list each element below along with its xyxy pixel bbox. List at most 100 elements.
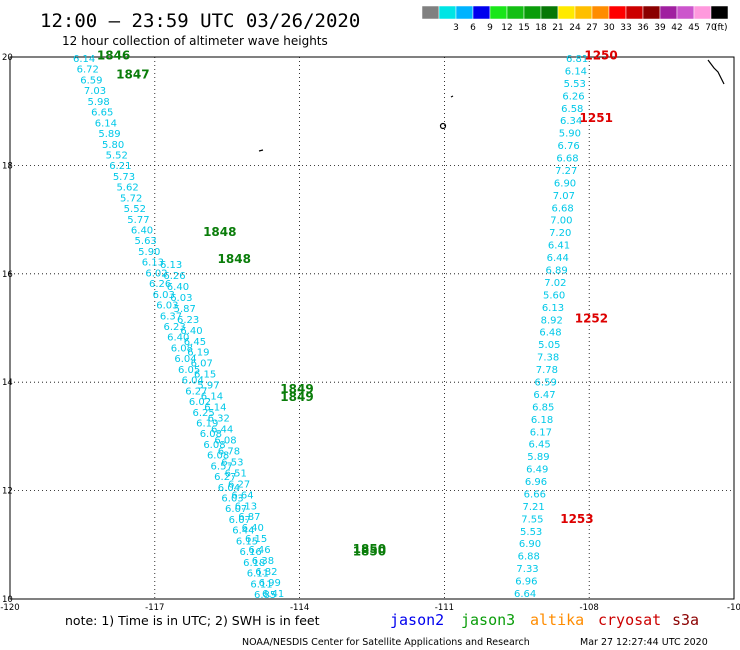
legend-swatch: [591, 5, 610, 20]
pass-time-label: 1849: [280, 390, 313, 404]
swh-value: 6.25: [192, 408, 214, 419]
swh-value: 6.66: [524, 489, 546, 500]
swh-value: 6.14: [95, 118, 117, 129]
swh-value: 6.03: [153, 290, 175, 301]
swh-value: 8.92: [541, 315, 563, 326]
swh-value: 6.88: [518, 552, 540, 563]
lat-tick-label: 10: [2, 595, 13, 605]
swh-value: 6.81: [566, 54, 588, 65]
swh-value: 6.08: [200, 429, 222, 440]
swh-value: 7.27: [555, 166, 577, 177]
swh-value: 6.64: [514, 589, 536, 600]
swh-value: 6.49: [526, 465, 548, 476]
swh-value: 6.05: [178, 365, 200, 376]
swh-value: 6.76: [558, 141, 580, 152]
swh-value: 6.40: [131, 226, 153, 237]
swh-value: 6.40: [180, 326, 202, 337]
swh-value: 5.05: [538, 340, 560, 351]
track-west-a: 6.146.726.597.035.986.656.145.895.805.52…: [73, 54, 276, 601]
swh-value: 6.27: [228, 479, 250, 490]
satellite-name: jason2: [390, 611, 444, 629]
legend-swatch: [625, 5, 644, 20]
swh-value: 6.04: [218, 483, 240, 494]
swh-value: 6.08: [214, 435, 236, 446]
lat-tick-label: 12: [2, 487, 13, 497]
footer-note: note: 1) Time is in UTC; 2) SWH is in fe…: [65, 613, 320, 628]
lon-tick-label: -120: [0, 603, 19, 613]
legend-label: 9: [487, 23, 493, 33]
swh-value: 6.90: [519, 539, 541, 550]
swh-value: 6.27: [214, 472, 236, 483]
legend-label: 15: [518, 23, 529, 33]
swh-value: 6.08: [171, 343, 193, 354]
swh-value: 5.63: [135, 236, 157, 247]
map-frame: [9, 56, 735, 600]
pass-time-label: 1250: [584, 49, 617, 63]
island-socorro: [450, 95, 454, 98]
swh-value: 5.53: [520, 527, 542, 538]
satellite-name: jason3: [461, 611, 515, 629]
swh-value: 6.11: [247, 569, 269, 580]
swh-value: 6.14: [565, 66, 587, 77]
lon-tick-label: -10: [727, 603, 740, 613]
swh-value: 6.15: [194, 370, 216, 381]
pass-time-label: 1252: [575, 312, 608, 326]
lon-tick-label: -108: [580, 603, 599, 613]
legend-label: 70: [705, 23, 717, 33]
swh-value: 7.03: [84, 86, 106, 97]
swh-value: 6.21: [109, 161, 131, 172]
swh-value: 6.57: [211, 461, 233, 472]
swh-value: 5.53: [564, 79, 586, 90]
legend-label: 3: [453, 23, 459, 33]
swh-value: 6.14: [73, 54, 95, 65]
legend-swatch: [659, 5, 678, 20]
swh-value: 5.90: [559, 129, 581, 140]
pass-time-label: 1848: [218, 252, 251, 266]
swh-value: 6.34: [560, 116, 582, 127]
swh-value: 6.26: [149, 279, 171, 290]
swh-value: 6.41: [262, 589, 284, 600]
coastline-fragments: [258, 59, 725, 152]
swh-value: 5.98: [87, 97, 109, 108]
legend-swatch: [693, 5, 712, 20]
coastline-mainland: [707, 59, 725, 85]
swh-value: 7.55: [521, 514, 543, 525]
pass-time-label: 1846: [97, 49, 130, 63]
track-west-b: 6.136.266.406.035.876.236.406.456.196.07…: [160, 260, 284, 600]
swh-value: 5.97: [197, 381, 219, 392]
lat-tick-label: 20: [2, 53, 13, 63]
axis-tick-labels: -120 -117 -114 -111 -108 -10 20 18 16 14 12 10: [0, 53, 740, 613]
swh-value: 6.04: [174, 354, 196, 365]
legend-swatch: [608, 5, 627, 20]
swh-value: 6.64: [231, 490, 253, 501]
legend-swatch: [540, 5, 559, 20]
swh-value: 7.20: [549, 228, 571, 239]
legend-unit: (ft): [714, 23, 728, 33]
swh-value: 6.58: [561, 104, 583, 115]
swh-value: 6.78: [218, 446, 240, 457]
swh-value: 6.32: [208, 414, 230, 425]
track-east: 6.816.145.536.266.586.345.906.766.687.27…: [514, 54, 588, 600]
lon-tick-label: -114: [290, 603, 309, 613]
lat-tick-label: 18: [2, 161, 13, 171]
swh-value: 5.72: [120, 193, 142, 204]
legend-label: 42: [671, 23, 682, 33]
swh-value: 5.89: [527, 452, 549, 463]
lat-tick-label: 14: [2, 378, 13, 388]
swh-value: 7.07: [553, 191, 575, 202]
swh-value: 6.11: [250, 579, 272, 590]
swh-value: 6.02: [145, 268, 167, 279]
satellite-name: altika: [530, 611, 584, 629]
swh-value: 6.40: [242, 523, 264, 534]
swh-value: 6.40: [167, 333, 189, 344]
swh-value: 5.52: [106, 150, 128, 161]
footer-credit: NOAA/NESDIS Center for Satellite Applica…: [242, 637, 530, 648]
swh-value: 6.85: [254, 590, 276, 601]
swh-value: 6.03: [170, 293, 192, 304]
swh-value: 6.19: [196, 418, 218, 429]
swh-value: 7.00: [550, 216, 572, 227]
satellite-legend: jason2 jason3 altika cryosat s3a: [390, 611, 699, 629]
swh-value: 7.21: [522, 502, 544, 513]
pass-time-label: 1253: [560, 512, 593, 526]
